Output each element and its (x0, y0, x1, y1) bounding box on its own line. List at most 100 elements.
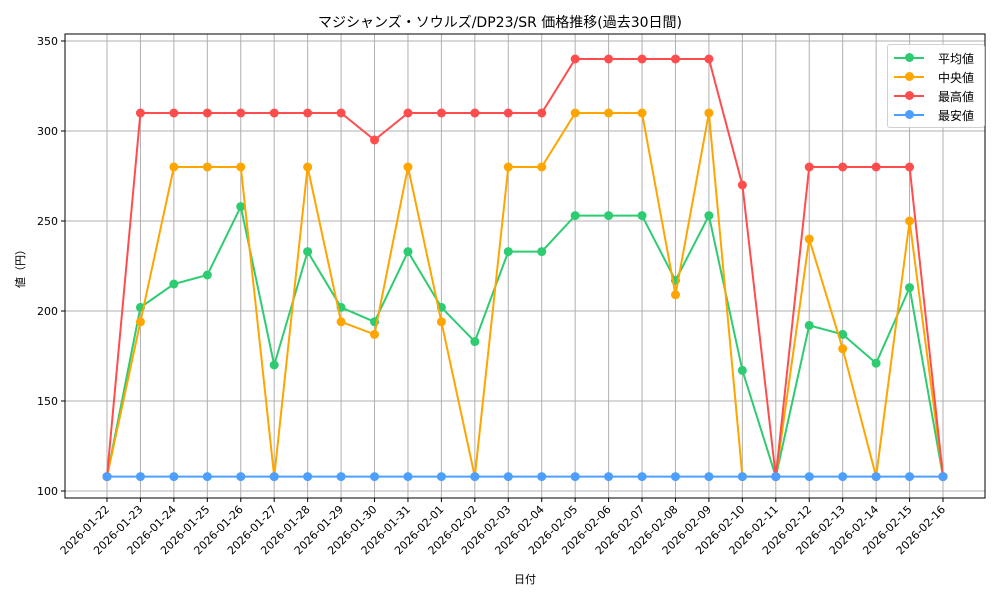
data-point (135, 108, 145, 118)
y-tick-label: 250 (37, 215, 58, 228)
data-point (202, 108, 212, 118)
data-point (604, 108, 614, 118)
legend-marker-icon (894, 106, 924, 124)
data-point (269, 472, 279, 482)
data-point (403, 162, 413, 172)
data-point (570, 211, 580, 221)
legend-label: 中央値 (938, 70, 975, 85)
data-point (135, 317, 145, 327)
data-point (236, 472, 246, 482)
data-point (905, 472, 915, 482)
data-point (303, 162, 313, 172)
y-tick-label: 300 (37, 125, 58, 138)
x-axis-ticks: 2026-01-222026-01-232026-01-242026-01-25… (58, 498, 948, 557)
data-point (336, 472, 346, 482)
data-point (537, 162, 547, 172)
data-point (403, 247, 413, 257)
legend-item-min: 最安値 (894, 106, 974, 124)
data-point (436, 472, 446, 482)
data-point (838, 472, 848, 482)
legend-item-average: 平均値 (894, 49, 974, 67)
data-point (470, 472, 480, 482)
data-point (838, 329, 848, 339)
data-point (737, 472, 747, 482)
data-point (470, 337, 480, 347)
data-point (938, 472, 948, 482)
data-point (436, 317, 446, 327)
data-point (303, 472, 313, 482)
data-point (303, 108, 313, 118)
series-line (106, 112, 944, 478)
y-tick-label: 350 (37, 35, 58, 48)
data-point (570, 54, 580, 64)
data-point (604, 54, 614, 64)
data-point (370, 135, 380, 145)
data-point (670, 472, 680, 482)
data-point (871, 358, 881, 368)
data-point (637, 472, 647, 482)
series-中央値 (102, 108, 948, 482)
legend-label: 最高値 (938, 89, 975, 104)
plot-frame (64, 33, 986, 499)
data-point (637, 54, 647, 64)
data-point (704, 54, 714, 64)
data-point (202, 162, 212, 172)
data-point (604, 211, 614, 221)
legend-label: 最安値 (938, 108, 975, 123)
data-point (403, 472, 413, 482)
data-point (871, 162, 881, 172)
data-point (737, 365, 747, 375)
data-point (102, 472, 112, 482)
y-tick-label: 150 (37, 395, 58, 408)
data-point (169, 279, 179, 289)
legend-label: 平均値 (938, 51, 975, 66)
data-point (771, 472, 781, 482)
series-平均値 (102, 202, 948, 482)
data-point (804, 320, 814, 330)
legend-dot (905, 91, 914, 100)
data-point (838, 162, 848, 172)
data-point (804, 162, 814, 172)
data-point (704, 472, 714, 482)
x-axis-label: 日付 (514, 573, 536, 586)
legend-item-median: 中央値 (894, 68, 974, 86)
data-point (202, 472, 212, 482)
data-point (370, 472, 380, 482)
legend-marker-icon (894, 68, 924, 86)
data-point (436, 108, 446, 118)
data-point (503, 472, 513, 482)
data-point (905, 162, 915, 172)
data-point (905, 216, 915, 226)
legend-dot (905, 53, 914, 62)
data-point (670, 54, 680, 64)
data-point (269, 108, 279, 118)
series-最高値 (102, 54, 948, 482)
data-point (905, 283, 915, 293)
data-point (804, 472, 814, 482)
data-point (737, 180, 747, 190)
data-point (202, 270, 212, 280)
data-point (537, 108, 547, 118)
data-point (637, 211, 647, 221)
series-lines (102, 54, 948, 482)
data-point (604, 472, 614, 482)
y-axis-label: 値（円） (14, 244, 27, 288)
data-point (704, 108, 714, 118)
chart-title: マジシャンズ・ソウルズ/DP23/SR 価格推移(過去30日間) (318, 15, 682, 31)
data-point (804, 234, 814, 244)
legend-dot (905, 72, 914, 81)
data-point (236, 108, 246, 118)
data-point (503, 108, 513, 118)
data-point (303, 247, 313, 257)
data-point (503, 162, 513, 172)
data-point (169, 162, 179, 172)
data-point (637, 108, 647, 118)
legend-item-max: 最高値 (894, 87, 974, 105)
legend-dot (905, 110, 914, 119)
series-line (106, 203, 944, 481)
data-point (503, 247, 513, 257)
y-axis-ticks: 100 150 200 250 300 350 (37, 35, 65, 498)
legend-marker-icon (894, 87, 924, 105)
data-point (269, 360, 279, 370)
